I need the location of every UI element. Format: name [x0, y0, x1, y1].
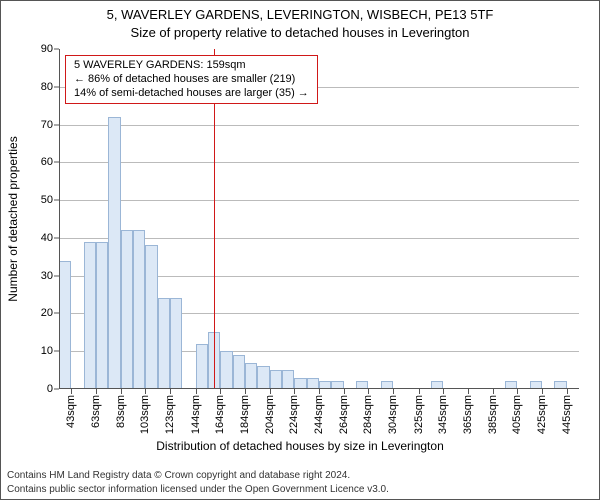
xtick-mark [245, 389, 246, 394]
xtick-mark [294, 389, 295, 394]
annotation-box: 5 WAVERLEY GARDENS: 159sqm ← 86% of deta… [65, 55, 318, 104]
xtick-label: 405sqm [511, 395, 523, 434]
gridline [59, 162, 579, 163]
gridline [59, 125, 579, 126]
xtick-label: 164sqm [214, 395, 226, 434]
histogram-bar [145, 245, 157, 389]
xtick-mark [368, 389, 369, 394]
xtick-label: 365sqm [462, 395, 474, 434]
xtick-label: 284sqm [362, 395, 374, 434]
title-line-1: 5, WAVERLEY GARDENS, LEVERINGTON, WISBEC… [1, 7, 599, 22]
xtick-mark [443, 389, 444, 394]
xtick-label: 83sqm [115, 395, 127, 428]
histogram-bar [220, 351, 232, 389]
xtick-mark [419, 389, 420, 394]
xtick-mark [393, 389, 394, 394]
y-axis [59, 49, 60, 389]
annotation-line-2: ← 86% of detached houses are smaller (21… [74, 73, 309, 87]
xtick-mark [96, 389, 97, 394]
annotation-line-1: 5 WAVERLEY GARDENS: 159sqm [74, 59, 309, 73]
xtick-mark [468, 389, 469, 394]
ytick-label: 60 [41, 156, 53, 168]
xtick-mark [319, 389, 320, 394]
ytick-label: 10 [41, 345, 53, 357]
xtick-mark [567, 389, 568, 394]
xtick-label: 63sqm [90, 395, 102, 428]
xtick-label: 304sqm [387, 395, 399, 434]
footer-line-2: Contains public sector information licen… [7, 484, 389, 495]
xtick-mark [542, 389, 543, 394]
histogram-bar [245, 363, 257, 389]
ytick-label: 80 [41, 81, 53, 93]
ytick-label: 20 [41, 307, 53, 319]
xtick-mark [517, 389, 518, 394]
histogram-bar [133, 230, 145, 389]
xtick-label: 184sqm [239, 395, 251, 434]
xtick-mark [270, 389, 271, 394]
xtick-label: 144sqm [190, 395, 202, 434]
annotation-line-3: 14% of semi-detached houses are larger (… [74, 87, 309, 101]
histogram-bar [170, 298, 182, 389]
xtick-label: 385sqm [487, 395, 499, 434]
x-axis-label: Distribution of detached houses by size … [1, 439, 599, 453]
plot-area: 010203040506070809043sqm63sqm83sqm103sqm… [59, 49, 579, 389]
ytick-label: 40 [41, 232, 53, 244]
histogram-bar [257, 366, 269, 389]
xtick-label: 204sqm [264, 395, 276, 434]
xtick-label: 43sqm [65, 395, 77, 428]
xtick-label: 123sqm [164, 395, 176, 434]
xtick-label: 264sqm [338, 395, 350, 434]
xtick-mark [71, 389, 72, 394]
xtick-label: 325sqm [413, 395, 425, 434]
footer-line-1: Contains HM Land Registry data © Crown c… [7, 470, 350, 481]
y-axis-label: Number of detached properties [6, 136, 20, 301]
xtick-mark [145, 389, 146, 394]
ytick-label: 0 [47, 383, 53, 395]
xtick-label: 244sqm [313, 395, 325, 434]
xtick-mark [344, 389, 345, 394]
ytick-label: 30 [41, 270, 53, 282]
xtick-label: 445sqm [561, 395, 573, 434]
ytick-label: 50 [41, 194, 53, 206]
histogram-bar [196, 344, 208, 389]
chart-container: 5, WAVERLEY GARDENS, LEVERINGTON, WISBEC… [0, 0, 600, 500]
ytick-label: 70 [41, 119, 53, 131]
xtick-label: 224sqm [288, 395, 300, 434]
xtick-mark [170, 389, 171, 394]
title-line-2: Size of property relative to detached ho… [1, 25, 599, 40]
xtick-label: 103sqm [139, 395, 151, 434]
histogram-bar [59, 261, 71, 389]
xtick-mark [121, 389, 122, 394]
histogram-bar [158, 298, 170, 389]
xtick-label: 425sqm [536, 395, 548, 434]
gridline [59, 200, 579, 201]
histogram-bar [282, 370, 294, 389]
histogram-bar [233, 355, 245, 389]
x-axis [59, 388, 579, 389]
histogram-bar [108, 117, 120, 389]
xtick-label: 345sqm [437, 395, 449, 434]
xtick-mark [493, 389, 494, 394]
histogram-bar [270, 370, 282, 389]
xtick-mark [220, 389, 221, 394]
histogram-bar [84, 242, 96, 389]
ytick-label: 90 [41, 43, 53, 55]
histogram-bar [121, 230, 133, 389]
xtick-mark [196, 389, 197, 394]
histogram-bar [96, 242, 108, 389]
